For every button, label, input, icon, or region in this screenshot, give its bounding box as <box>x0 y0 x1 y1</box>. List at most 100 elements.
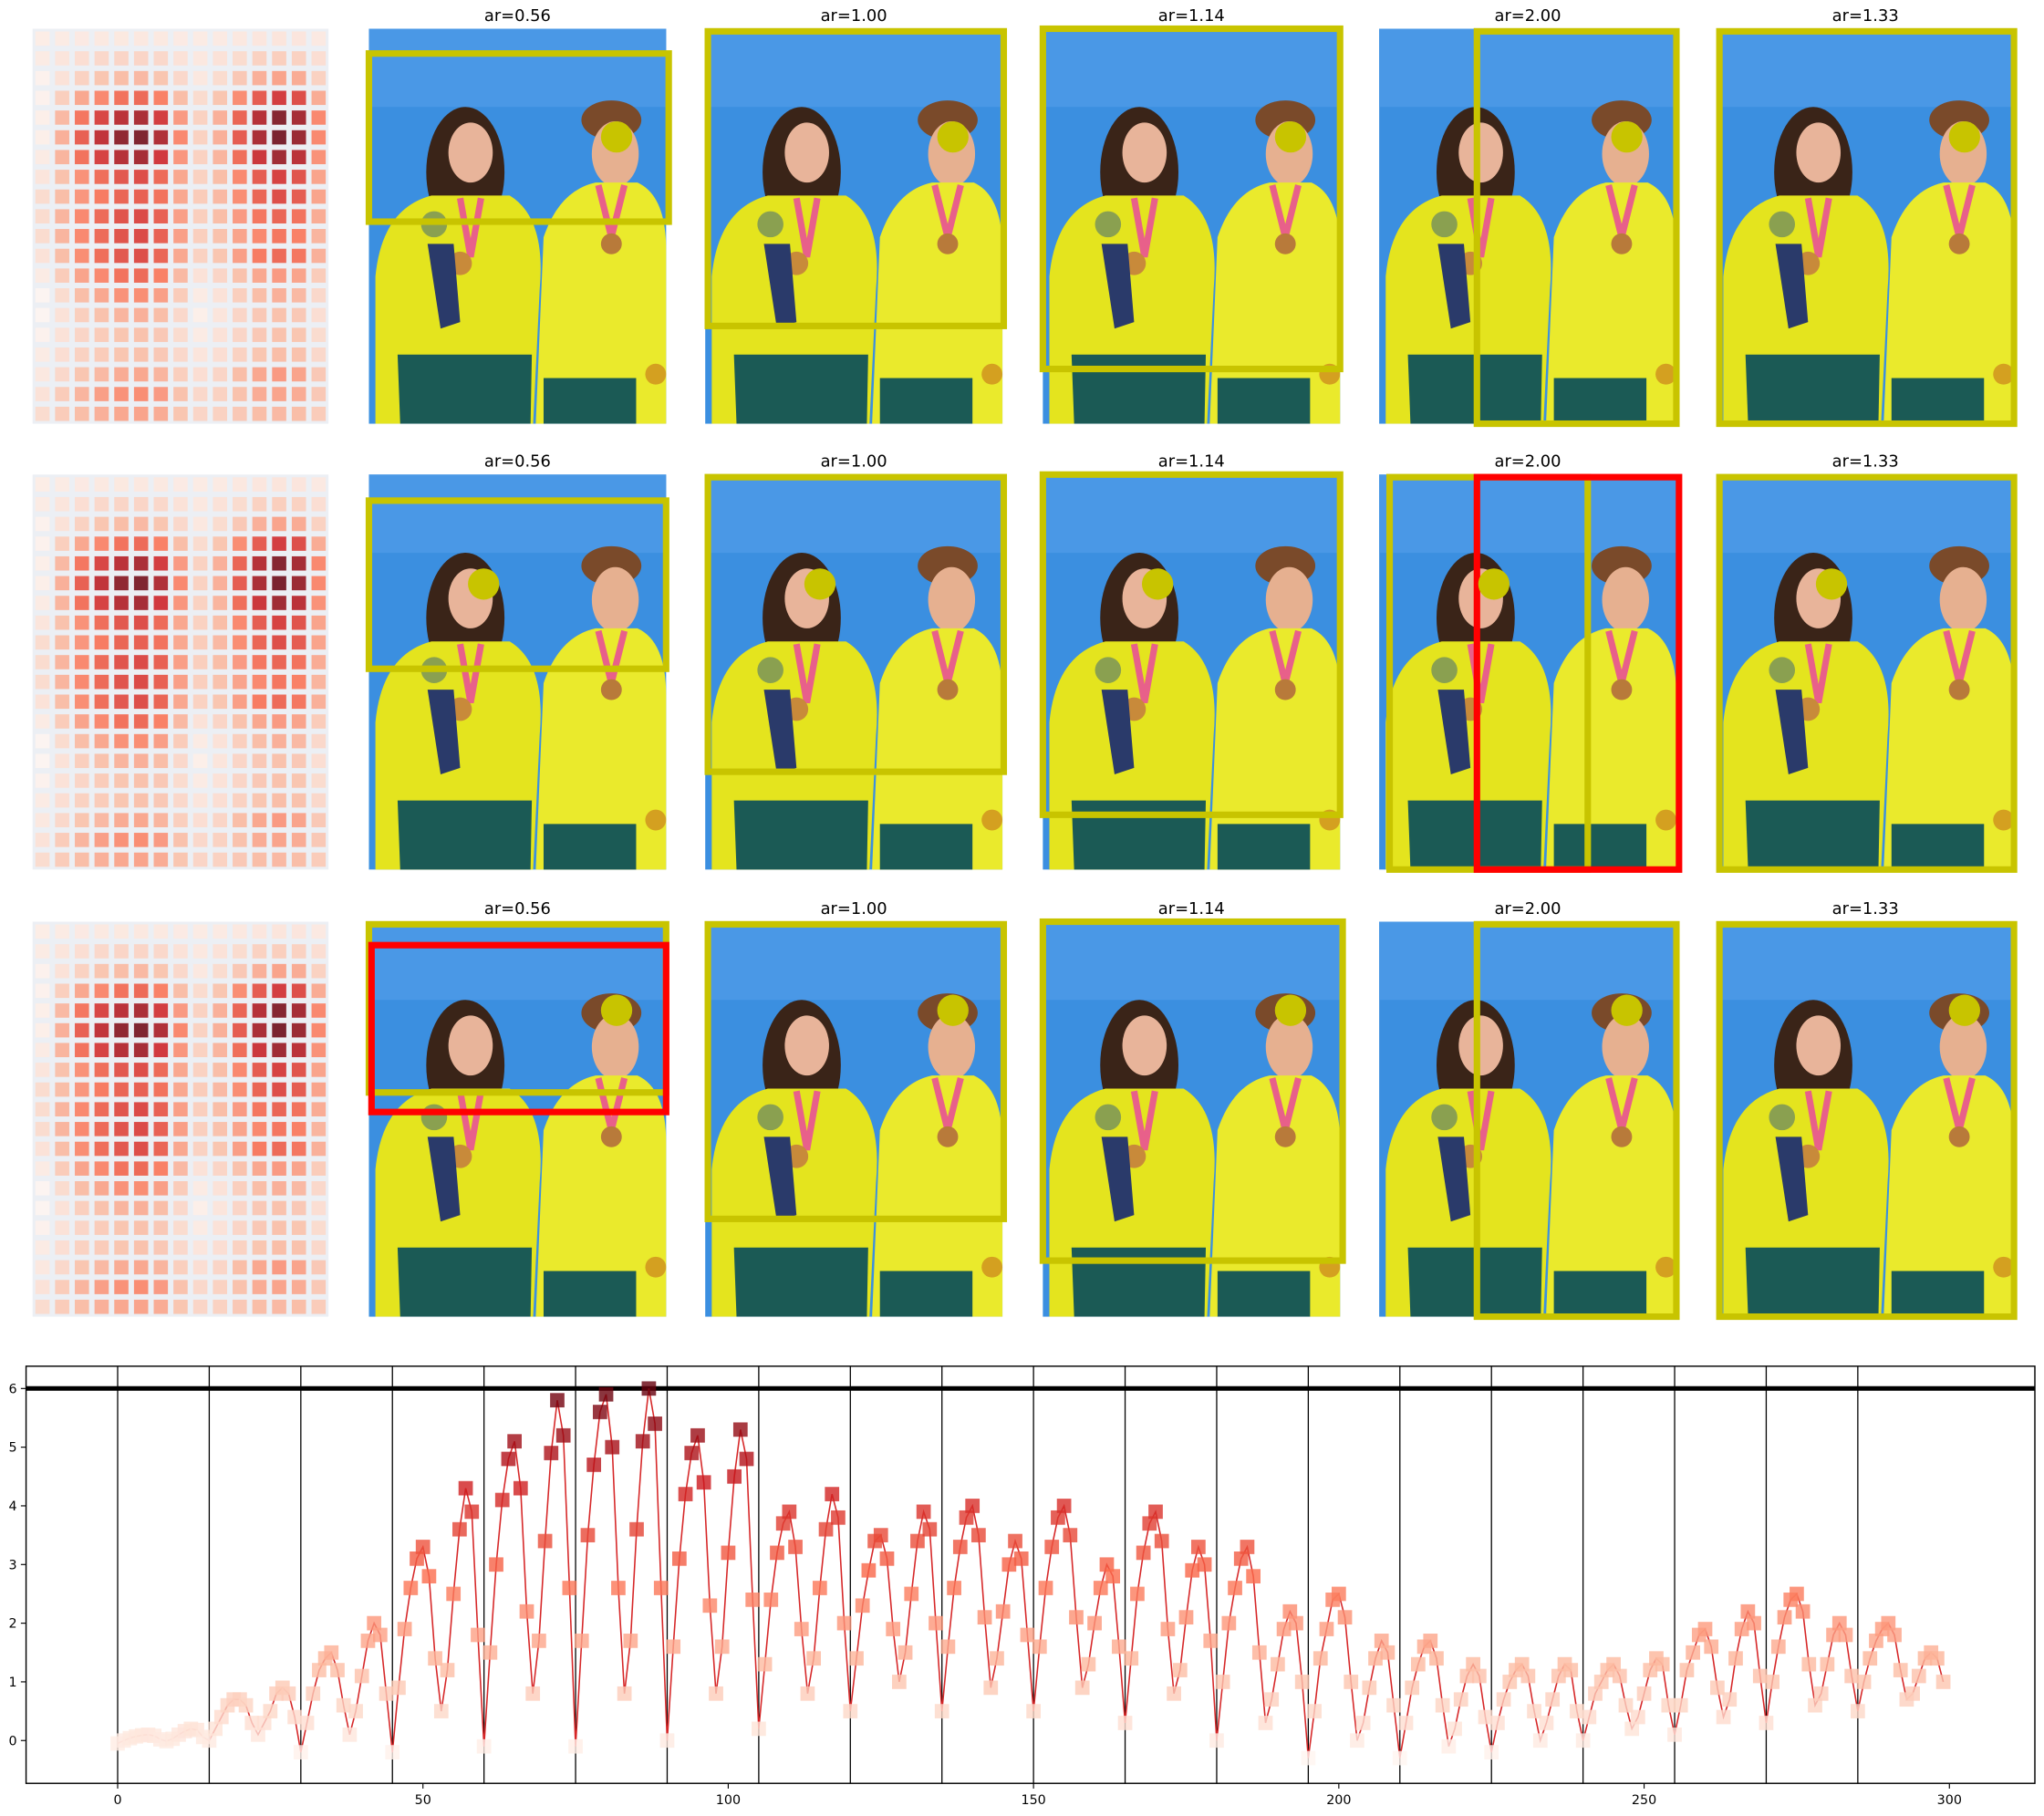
heatmap-cell <box>133 1102 149 1117</box>
score-marker <box>678 1487 693 1501</box>
score-marker <box>1307 1704 1322 1718</box>
heatmap-cell <box>35 963 50 979</box>
heatmap-cell <box>192 1299 208 1314</box>
heatmap-cell <box>173 753 188 769</box>
score-marker <box>244 1716 260 1730</box>
heatmap-cell <box>192 1122 208 1136</box>
heatmap-cell <box>94 555 109 571</box>
score-marker <box>238 1697 254 1713</box>
heatmap-cell <box>94 753 109 769</box>
score-marker <box>843 1704 858 1718</box>
heatmap-cell <box>75 1260 89 1275</box>
score-marker <box>592 1405 607 1419</box>
heatmap-cell <box>75 924 89 939</box>
heatmap-cell <box>153 387 169 401</box>
heatmap-cell <box>94 189 109 204</box>
photo <box>705 474 1002 869</box>
heatmap-cell <box>252 1200 267 1216</box>
heatmap-cell <box>55 1240 69 1255</box>
heatmap-cell <box>133 1280 149 1294</box>
heatmap-cell <box>55 1043 69 1058</box>
heatmap-cell <box>233 1122 247 1136</box>
heatmap-cell <box>192 753 208 769</box>
heatmap-cell <box>173 209 188 223</box>
heatmap-cell <box>55 1102 69 1117</box>
heatmap-cell <box>272 733 286 749</box>
heatmap-cell <box>55 576 69 591</box>
score-marker <box>1447 1721 1462 1737</box>
heatmap-cell <box>291 1161 306 1176</box>
heatmap-cell <box>114 674 129 690</box>
heatmap-cell <box>291 387 306 401</box>
heatmap-cell <box>272 753 286 769</box>
heatmap-cell <box>153 536 169 551</box>
crop-box-alt <box>1473 473 1683 873</box>
heatmap-cell <box>173 555 188 571</box>
score-marker <box>1716 1709 1731 1725</box>
heatmap-cell <box>94 615 109 630</box>
heatmap-cell <box>233 1299 247 1314</box>
heatmap-cell <box>94 1141 109 1157</box>
score-marker <box>1124 1651 1139 1666</box>
heatmap-cell <box>75 694 89 710</box>
score-marker <box>1136 1545 1151 1561</box>
heatmap-cell <box>173 1280 188 1294</box>
heatmap-cell <box>233 307 247 323</box>
score-marker <box>1813 1686 1829 1701</box>
score-marker <box>1820 1656 1835 1672</box>
heatmap-cell <box>233 1022 247 1038</box>
heatmap-cell <box>173 1141 188 1157</box>
score-marker <box>293 1745 308 1759</box>
heatmap-cell <box>55 387 69 401</box>
heatmap-cell <box>35 1102 50 1117</box>
panel-title: ar=1.00 <box>821 6 887 26</box>
heatmap-cell <box>75 635 89 650</box>
heatmap-cell <box>291 793 306 808</box>
heatmap-cell <box>192 674 208 690</box>
heatmap-cell <box>173 1200 188 1216</box>
heatmap-cell <box>173 1043 188 1058</box>
score-marker <box>208 1721 223 1737</box>
heatmap-cell <box>192 813 208 828</box>
heatmap-cell <box>114 347 129 362</box>
heatmap-cell <box>192 51 208 66</box>
heatmap-cell <box>213 268 227 283</box>
heatmap-cell <box>233 1082 247 1097</box>
heatmap-cell <box>94 793 109 808</box>
heatmap-cell <box>233 406 247 421</box>
score-marker <box>1178 1610 1194 1625</box>
heatmap-cell <box>272 1003 286 1018</box>
heatmap-cell <box>233 694 247 710</box>
heatmap-cell <box>173 1299 188 1314</box>
heatmap-cell <box>311 1260 327 1275</box>
heatmap-cell <box>213 1082 227 1097</box>
heatmap-cell <box>114 406 129 421</box>
heatmap-cell <box>192 1141 208 1157</box>
heatmap-cell <box>114 852 129 867</box>
heatmap-cell <box>94 655 109 669</box>
score-marker <box>732 1422 748 1437</box>
score-marker <box>464 1504 480 1520</box>
score-marker <box>1331 1586 1346 1602</box>
heatmap-cell <box>133 347 149 362</box>
photo <box>368 922 666 1317</box>
heatmap-cell <box>233 983 247 999</box>
heatmap-cell <box>311 1003 327 1018</box>
heatmap-cell <box>252 1181 267 1196</box>
heatmap-cell <box>94 1200 109 1216</box>
heatmap-cell <box>213 1161 227 1176</box>
score-marker <box>544 1446 559 1460</box>
score-marker <box>1532 1733 1548 1749</box>
score-marker <box>1575 1733 1591 1749</box>
heatmap-cell <box>252 1220 267 1235</box>
heatmap-cell <box>94 1043 109 1058</box>
heatmap-cell <box>35 1220 50 1235</box>
heatmap-cell <box>153 793 169 808</box>
heatmap-cell <box>133 1181 149 1196</box>
heatmap-cell <box>291 327 306 342</box>
score-marker <box>892 1675 907 1689</box>
heatmap-cell <box>153 130 169 145</box>
heatmap-cell <box>173 714 188 729</box>
heatmap-cell <box>153 596 169 610</box>
heatmap-cell <box>272 1240 286 1255</box>
